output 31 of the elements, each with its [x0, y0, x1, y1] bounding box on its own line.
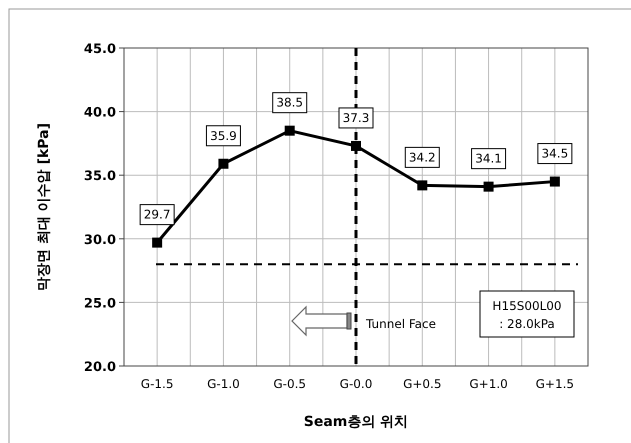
point [484, 182, 494, 192]
y-tick-label: 45.0 [84, 42, 116, 57]
data-label: 37.3 [342, 110, 370, 125]
data-label: 34.2 [408, 150, 436, 164]
x-tick-label: G-1.0 [207, 377, 240, 391]
data-label: 35.9 [210, 128, 237, 143]
point [284, 126, 295, 136]
x-tick-label: G-1.5 [140, 377, 174, 391]
x-tick-label: G+1.5 [536, 377, 574, 391]
x-axis-title: Seam층의 위치 [304, 414, 408, 430]
point [351, 140, 361, 151]
ref-line-label: Tunnel Face [365, 317, 436, 331]
data-label: 38.5 [276, 96, 304, 110]
point [550, 176, 560, 187]
data-label: 34.1 [475, 152, 502, 166]
y-tick-label: 25.0 [84, 296, 116, 312]
x-tick-label: G-0.5 [273, 377, 306, 391]
y-axis-title: 막장면 최대 이수압 [kPa] [36, 122, 52, 292]
y-tick-label: 20.0 [84, 360, 116, 375]
y-tick-label: 30.0 [84, 232, 116, 248]
x-tick-label: G+1.0 [469, 377, 508, 391]
x-tick-label: G-0.0 [340, 377, 372, 391]
ref-line-label: H15S00L00 : 28.0kPa [492, 299, 562, 331]
x-tick-label: G+0.5 [403, 377, 442, 391]
data-label: 29.7 [144, 208, 170, 222]
point [417, 180, 428, 190]
point [152, 238, 162, 248]
point [218, 158, 228, 169]
y-tick-label: 35.0 [84, 169, 116, 184]
data-label: 34.5 [542, 146, 568, 161]
y-tick-label: 40.0 [84, 106, 116, 121]
